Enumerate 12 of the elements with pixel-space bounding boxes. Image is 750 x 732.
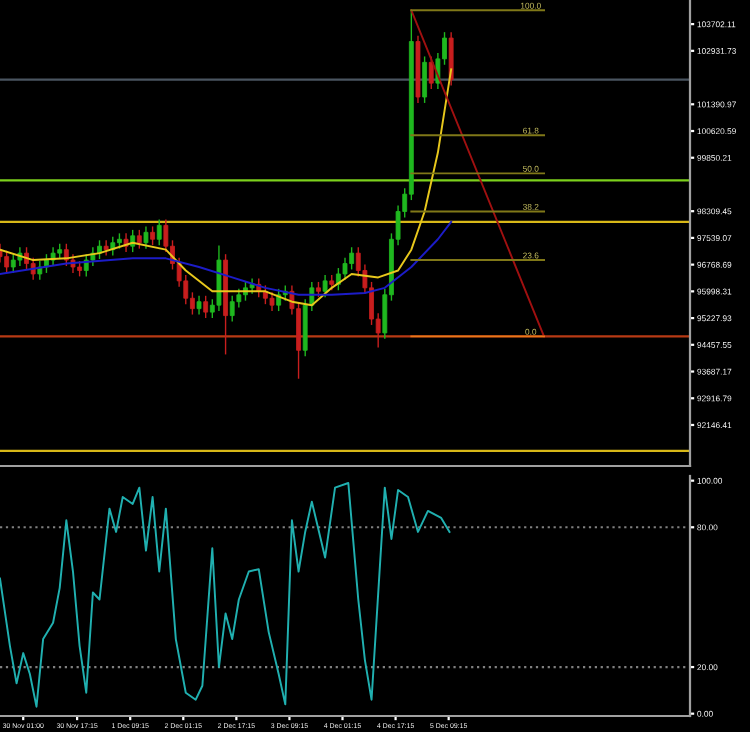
candlestick [156,219,162,246]
candlestick [143,226,149,249]
candlestick [428,56,434,90]
candlestick [322,274,328,298]
candlestick [4,250,10,273]
candlestick [203,295,209,319]
candlestick [103,240,109,256]
candlestick [216,245,222,312]
candlestick [448,32,454,86]
candlestick [422,56,428,103]
candlestick [196,295,202,315]
candlestick [229,295,235,322]
